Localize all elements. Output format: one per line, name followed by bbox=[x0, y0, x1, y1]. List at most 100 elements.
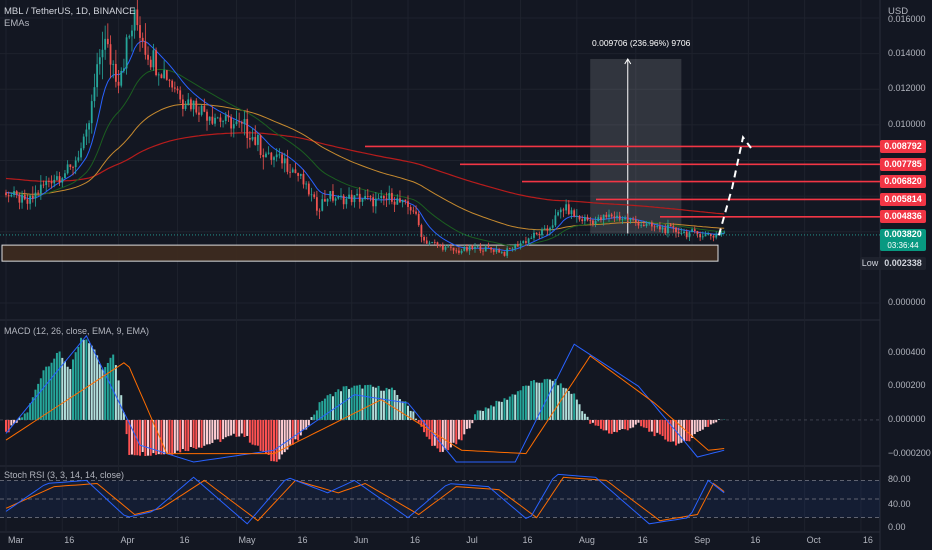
candle-body bbox=[557, 212, 559, 216]
candle-body bbox=[693, 229, 696, 231]
macd-histogram-bar bbox=[42, 370, 45, 420]
candle-body bbox=[131, 30, 133, 37]
candle-body bbox=[278, 154, 281, 156]
macd-tick-label: 0.000400 bbox=[888, 346, 926, 357]
macd-histogram-bar bbox=[500, 401, 503, 420]
macd-histogram-bar bbox=[666, 419, 669, 442]
candle-body bbox=[428, 242, 431, 244]
macd-histogram-bar bbox=[522, 386, 525, 420]
candle-body bbox=[29, 195, 32, 204]
candle-body bbox=[198, 112, 200, 115]
macd-histogram-bar bbox=[677, 419, 680, 444]
candle-body bbox=[610, 214, 613, 217]
candle-body bbox=[407, 201, 409, 207]
macd-histogram-bar bbox=[98, 364, 101, 420]
candle-body bbox=[104, 38, 107, 50]
candle-body bbox=[583, 217, 586, 222]
price-level-tag: 0.006820 bbox=[880, 175, 926, 189]
macd-histogram-bar bbox=[417, 419, 420, 423]
candle-body bbox=[567, 204, 570, 215]
macd-histogram-bar bbox=[243, 419, 246, 437]
candle-body bbox=[117, 81, 120, 86]
ema-50-line bbox=[5, 69, 725, 247]
macd-histogram-bar bbox=[82, 339, 85, 420]
macd-histogram-bar bbox=[163, 419, 166, 455]
macd-histogram-bar bbox=[5, 419, 7, 432]
candle-body bbox=[128, 36, 131, 38]
macd-histogram-bar bbox=[704, 419, 707, 427]
candle-body bbox=[487, 246, 490, 248]
macd-histogram-bar bbox=[439, 419, 442, 453]
candle-body bbox=[74, 160, 77, 168]
candle-body bbox=[173, 87, 176, 89]
macd-histogram-bar bbox=[484, 407, 487, 420]
macd-histogram-bar bbox=[149, 419, 152, 456]
measure-label: 0.009706 (236.96%) 9706 bbox=[592, 38, 691, 48]
macd-histogram-bar bbox=[39, 378, 42, 420]
macd-histogram-bar bbox=[15, 419, 18, 423]
macd-histogram-bar bbox=[527, 385, 530, 420]
candle-body bbox=[385, 198, 388, 200]
macd-title[interactable]: MACD (12, 26, close, EMA, 9, EMA) bbox=[4, 326, 150, 336]
candle-body bbox=[519, 243, 522, 247]
candle-body bbox=[356, 193, 358, 196]
macd-histogram-bar bbox=[90, 345, 93, 420]
candle-body bbox=[535, 232, 538, 234]
price-level-tag: 0.007785 bbox=[880, 157, 926, 171]
time-tick-label: Oct bbox=[806, 535, 821, 545]
macd-histogram-bar bbox=[112, 354, 115, 420]
candle-body bbox=[139, 25, 141, 38]
macd-histogram-bar bbox=[187, 419, 190, 452]
candle-body bbox=[476, 246, 479, 248]
candle-body bbox=[490, 247, 492, 250]
stoch-rsi-title[interactable]: Stoch RSI (3, 3, 14, 14, close) bbox=[4, 470, 125, 480]
macd-histogram-bar bbox=[374, 387, 377, 420]
macd-tick-label: 0.000000 bbox=[888, 413, 926, 424]
macd-histogram-bar bbox=[224, 419, 227, 438]
time-tick-label: Apr bbox=[120, 535, 135, 545]
support-zone bbox=[1, 244, 719, 262]
macd-histogram-bar bbox=[128, 419, 131, 455]
candle-body bbox=[238, 121, 241, 123]
candle-body bbox=[168, 79, 171, 81]
candle-body bbox=[114, 63, 117, 82]
candle-body bbox=[425, 240, 428, 244]
candle-body bbox=[511, 248, 514, 250]
time-tick-label: Mar bbox=[8, 535, 24, 545]
candle-body bbox=[216, 117, 219, 119]
macd-histogram-bar bbox=[96, 355, 99, 420]
macd-histogram-bar bbox=[157, 419, 160, 455]
macd-histogram-bar bbox=[398, 399, 401, 420]
candle-body bbox=[5, 192, 7, 196]
candle-body bbox=[58, 176, 61, 183]
macd-histogram-bar bbox=[645, 419, 648, 429]
price-level-tag: 0.005814 bbox=[880, 192, 926, 206]
candle-body bbox=[340, 195, 342, 197]
ema-indicator-label[interactable]: EMAs bbox=[4, 18, 30, 29]
macd-histogram-bar bbox=[340, 391, 342, 420]
macd-histogram-bar bbox=[535, 382, 538, 420]
candle-body bbox=[329, 191, 332, 199]
macd-histogram-bar bbox=[449, 419, 452, 448]
macd-histogram-bar bbox=[640, 419, 643, 427]
macd-histogram-bar bbox=[248, 419, 251, 443]
candle-body bbox=[163, 70, 166, 79]
macd-histogram-bar bbox=[203, 419, 206, 446]
candle-body bbox=[541, 229, 543, 236]
candle-body bbox=[701, 236, 704, 238]
macd-histogram-bar bbox=[468, 419, 471, 429]
price-tick-label: 0.016000 bbox=[888, 14, 926, 24]
candle-body bbox=[302, 173, 305, 185]
candle-body bbox=[23, 194, 26, 200]
candle-body bbox=[436, 242, 439, 246]
macd-histogram-bar bbox=[599, 419, 602, 429]
macd-histogram-bar bbox=[160, 419, 163, 455]
candle-body bbox=[157, 74, 160, 76]
candle-body bbox=[661, 227, 664, 230]
candle-body bbox=[709, 233, 712, 237]
time-tick-label: 16 bbox=[410, 535, 421, 545]
candle-body bbox=[50, 181, 53, 184]
macd-histogram-bar bbox=[281, 419, 284, 455]
candle-body bbox=[409, 206, 412, 211]
